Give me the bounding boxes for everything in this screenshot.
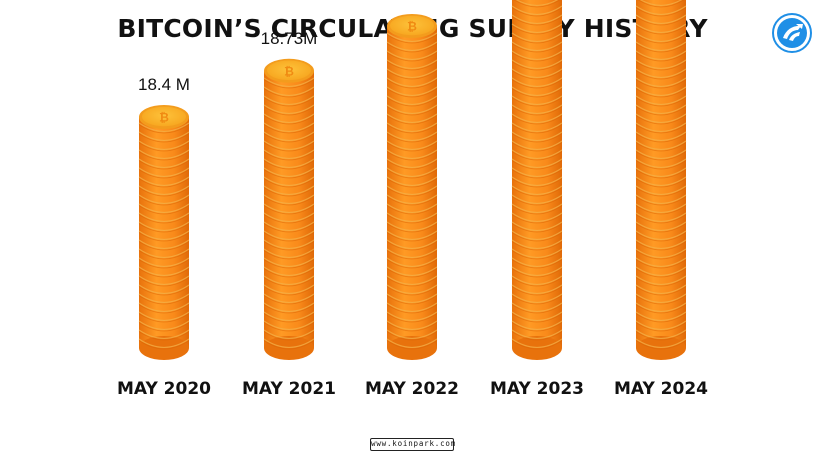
data-label: 18.73M: [261, 29, 318, 48]
bitcoin-icon: ₿: [284, 64, 294, 78]
coin-stack-bar: ₿: [264, 59, 314, 360]
category-label: MAY 2021: [242, 379, 336, 399]
data-label: 19.05M: [384, 0, 441, 3]
coin-stack-bar: ₿: [636, 0, 686, 360]
category-label: MAY 2023: [490, 379, 584, 399]
category-label: MAY 2020: [117, 379, 211, 399]
data-label: 18.4 M: [138, 75, 190, 94]
category-label: MAY 2024: [614, 379, 708, 399]
category-label: MAY 2022: [365, 379, 459, 399]
coin-stack-bar: ₿: [512, 0, 562, 360]
bitcoin-icon: ₿: [407, 20, 417, 34]
footer-website: www.koinpark.com: [370, 438, 454, 451]
bitcoin-icon: ₿: [159, 111, 169, 125]
coin-stack-bar: ₿: [387, 14, 437, 360]
coin-stack-bar: ₿: [139, 105, 189, 360]
